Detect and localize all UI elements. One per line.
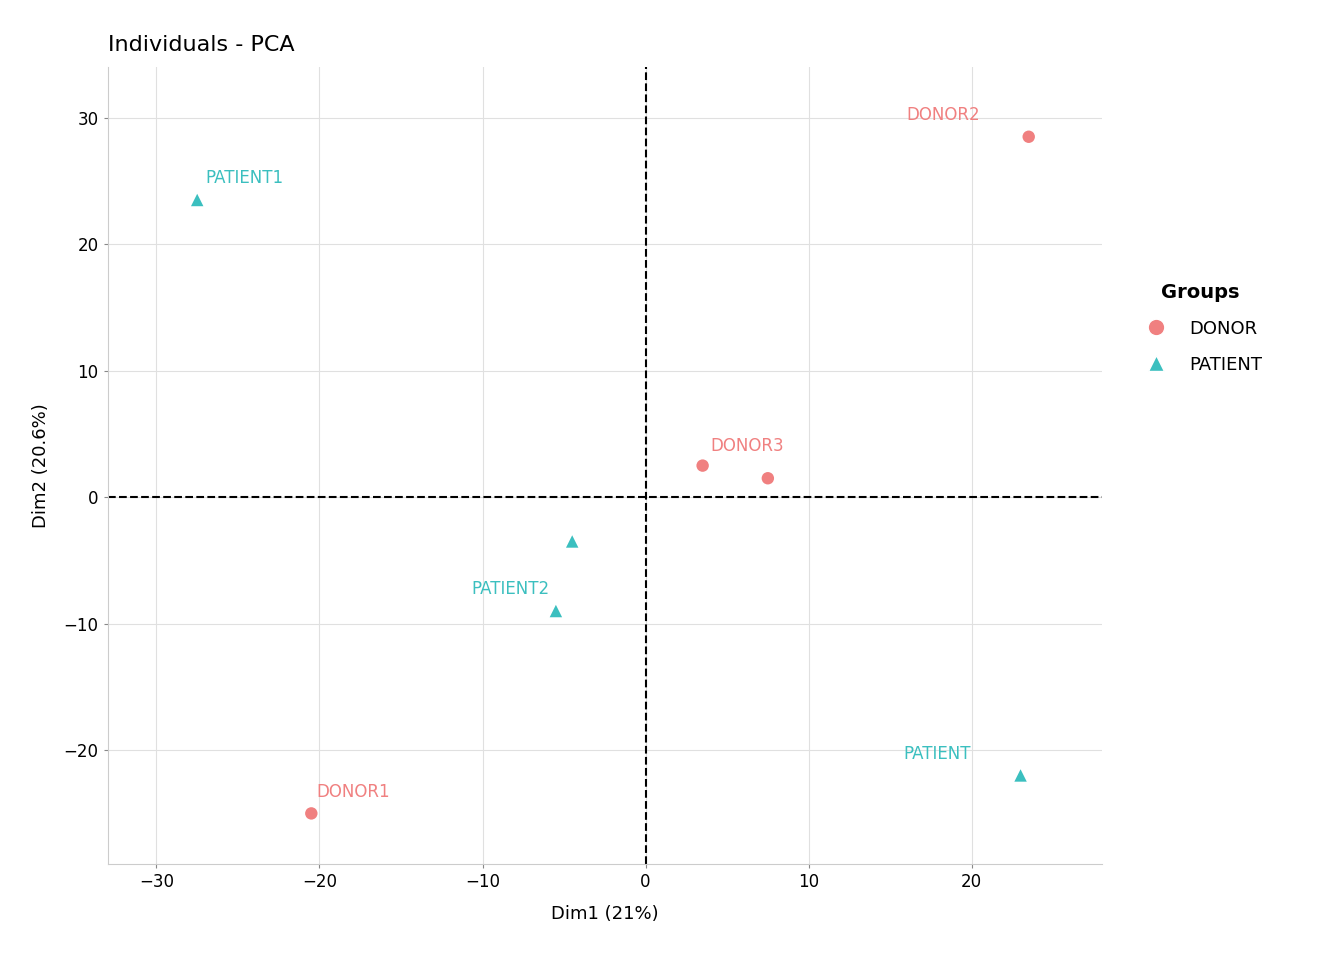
Text: DONOR2: DONOR2	[906, 107, 980, 124]
Point	[1017, 129, 1039, 144]
Y-axis label: Dim2 (20.6%): Dim2 (20.6%)	[32, 403, 50, 528]
Point	[692, 458, 714, 473]
Text: PATIENT: PATIENT	[903, 745, 970, 763]
X-axis label: Dim1 (21%): Dim1 (21%)	[551, 905, 659, 923]
Text: PATIENT1: PATIENT1	[206, 169, 284, 187]
Point	[1009, 768, 1031, 783]
Point	[757, 470, 778, 486]
Point	[562, 534, 583, 549]
Point	[187, 192, 208, 207]
Point	[301, 805, 323, 821]
Text: DONOR3: DONOR3	[711, 438, 785, 455]
Point	[546, 604, 567, 619]
Text: Individuals - PCA: Individuals - PCA	[108, 35, 294, 55]
Text: DONOR1: DONOR1	[316, 782, 390, 801]
Text: PATIENT2: PATIENT2	[472, 581, 550, 598]
Legend: DONOR, PATIENT: DONOR, PATIENT	[1132, 276, 1269, 381]
